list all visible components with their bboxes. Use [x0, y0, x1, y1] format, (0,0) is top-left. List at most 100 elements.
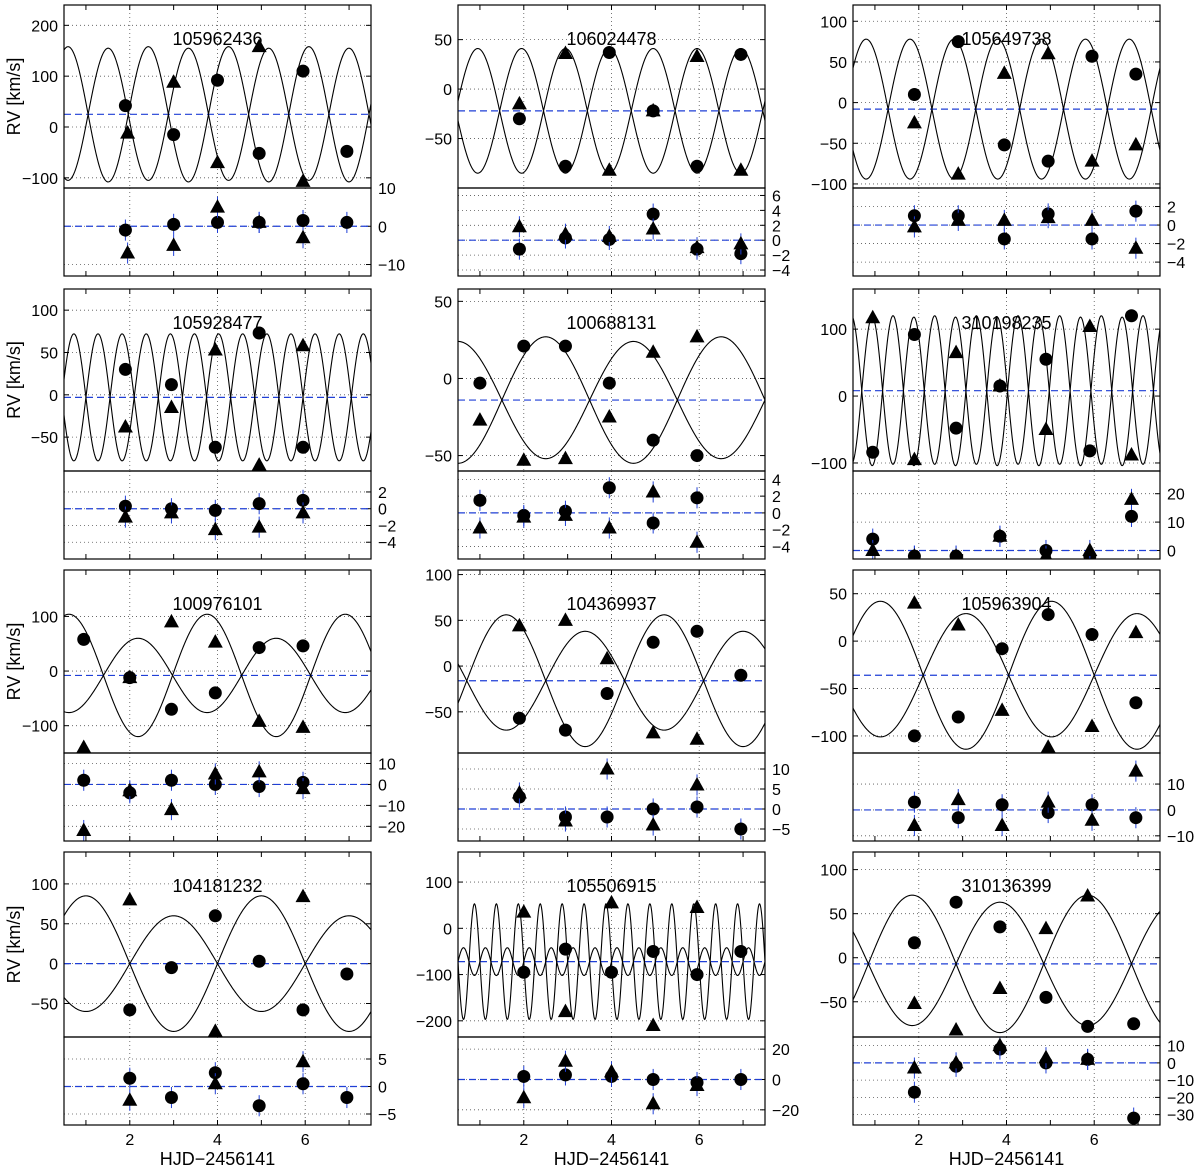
y-axis-label: RV [km/s] — [4, 623, 24, 701]
secondary-residual-point — [689, 239, 705, 254]
primary-residual-point — [690, 800, 704, 814]
secondary-rv-point — [1082, 318, 1098, 332]
y-tick-label: 0 — [443, 659, 452, 676]
secondary-residual-point — [689, 1077, 705, 1092]
primary-residual-point — [646, 802, 660, 816]
secondary-rv-point — [645, 344, 661, 358]
secondary-residual-point — [950, 212, 966, 226]
secondary-rv-curve — [458, 336, 765, 464]
y-tick-label: 50 — [40, 917, 58, 934]
primary-rv-point — [993, 920, 1007, 934]
primary-rv-point — [558, 942, 572, 956]
primary-rv-curve — [853, 613, 1160, 738]
primary-rv-point — [907, 328, 921, 341]
y-tick-label: 50 — [829, 907, 847, 924]
primary-rv-point — [208, 440, 222, 454]
secondary-residual-point — [1039, 548, 1052, 559]
x-tick-label: 2 — [914, 1132, 923, 1149]
secondary-residual-point — [908, 548, 921, 559]
primary-residual-point — [866, 532, 880, 546]
subplot-title: 106024478 — [566, 29, 656, 49]
secondary-rv-curve — [64, 895, 371, 1032]
primary-rv-point — [164, 702, 178, 716]
secondary-rv-point — [295, 719, 311, 733]
secondary-rv-point — [689, 899, 705, 913]
y-axis-label: RV [km/s] — [4, 341, 24, 419]
residual-tick-label: −2 — [772, 523, 790, 540]
primary-rv-point — [949, 895, 963, 909]
secondary-rv-point — [906, 451, 922, 466]
secondary-residual-point — [689, 534, 705, 548]
primary-rv-point — [558, 339, 572, 353]
primary-residual-point — [1129, 204, 1143, 218]
y-tick-label: 50 — [434, 33, 452, 50]
primary-rv-point — [208, 686, 222, 700]
secondary-residual-point — [122, 782, 138, 797]
secondary-rv-point — [1080, 888, 1096, 902]
secondary-rv-point — [295, 888, 311, 903]
primary-rv-point — [1085, 49, 1099, 63]
residual-tick-label: −10 — [1167, 829, 1194, 846]
y-tick-label: 0 — [443, 371, 452, 388]
y-tick-label: −100 — [811, 729, 847, 746]
primary-residual-point — [690, 491, 704, 505]
primary-rv-point — [558, 723, 572, 737]
primary-residual-point — [907, 209, 921, 223]
secondary-residual-point — [906, 1060, 922, 1074]
primary-rv-curve — [64, 333, 371, 462]
secondary-residual-point — [601, 519, 617, 534]
secondary-rv-point — [906, 595, 922, 609]
secondary-rv-point — [1128, 136, 1144, 151]
y-tick-label: −50 — [31, 997, 58, 1014]
secondary-rv-point — [207, 341, 223, 356]
subplot-310198235: −100 0 100 310198235 0 10 20 — [811, 288, 1185, 560]
secondary-residual-point — [906, 817, 922, 831]
primary-rv-point — [690, 449, 704, 463]
secondary-rv-point — [906, 995, 922, 1010]
secondary-rv-point — [511, 617, 527, 632]
primary-rv-point — [602, 45, 616, 59]
secondary-residual-point — [1084, 812, 1100, 826]
secondary-rv-point — [865, 309, 881, 324]
primary-rv-point — [605, 965, 618, 979]
secondary-rv-point — [1040, 739, 1056, 753]
primary-rv-curve — [853, 901, 1160, 1027]
primary-rv-point — [1129, 696, 1143, 710]
subplot-title: 310136399 — [961, 876, 1051, 896]
y-tick-label: 0 — [443, 921, 452, 938]
secondary-residual-point — [1084, 212, 1100, 226]
primary-residual-point — [473, 493, 487, 507]
y-tick-label: −100 — [416, 968, 452, 985]
residual-points — [906, 200, 1144, 259]
secondary-rv-point — [948, 1021, 964, 1036]
residual-points — [118, 196, 354, 264]
residual-tick-label: −5 — [772, 822, 790, 839]
primary-residual-point — [77, 773, 91, 787]
primary-residual-point — [164, 773, 178, 787]
rv-curves — [853, 315, 1160, 467]
secondary-rv-curve — [64, 333, 371, 462]
primary-residual-point — [208, 503, 222, 517]
secondary-residual-point — [865, 542, 881, 556]
secondary-rv-point — [117, 418, 133, 433]
primary-rv-point — [1124, 309, 1138, 323]
primary-rv-point — [690, 624, 704, 638]
primary-rv-point — [296, 1003, 310, 1017]
primary-residual-point — [734, 1072, 748, 1086]
residual-tick-label: 0 — [378, 219, 387, 236]
x-axis-label: HJD−2456141 — [949, 1149, 1065, 1169]
secondary-residual-point — [207, 1075, 223, 1090]
secondary-rv-point — [120, 125, 136, 139]
secondary-residual-point — [645, 817, 661, 831]
primary-residual-point — [252, 1099, 266, 1113]
secondary-rv-curve — [853, 600, 1160, 750]
y-tick-label: 100 — [820, 14, 847, 31]
primary-residual-point — [646, 1072, 660, 1086]
x-tick-label: 6 — [1090, 1132, 1099, 1149]
primary-residual-point — [164, 1091, 178, 1104]
secondary-residual-point — [992, 1037, 1008, 1052]
secondary-residual-point — [950, 791, 966, 806]
